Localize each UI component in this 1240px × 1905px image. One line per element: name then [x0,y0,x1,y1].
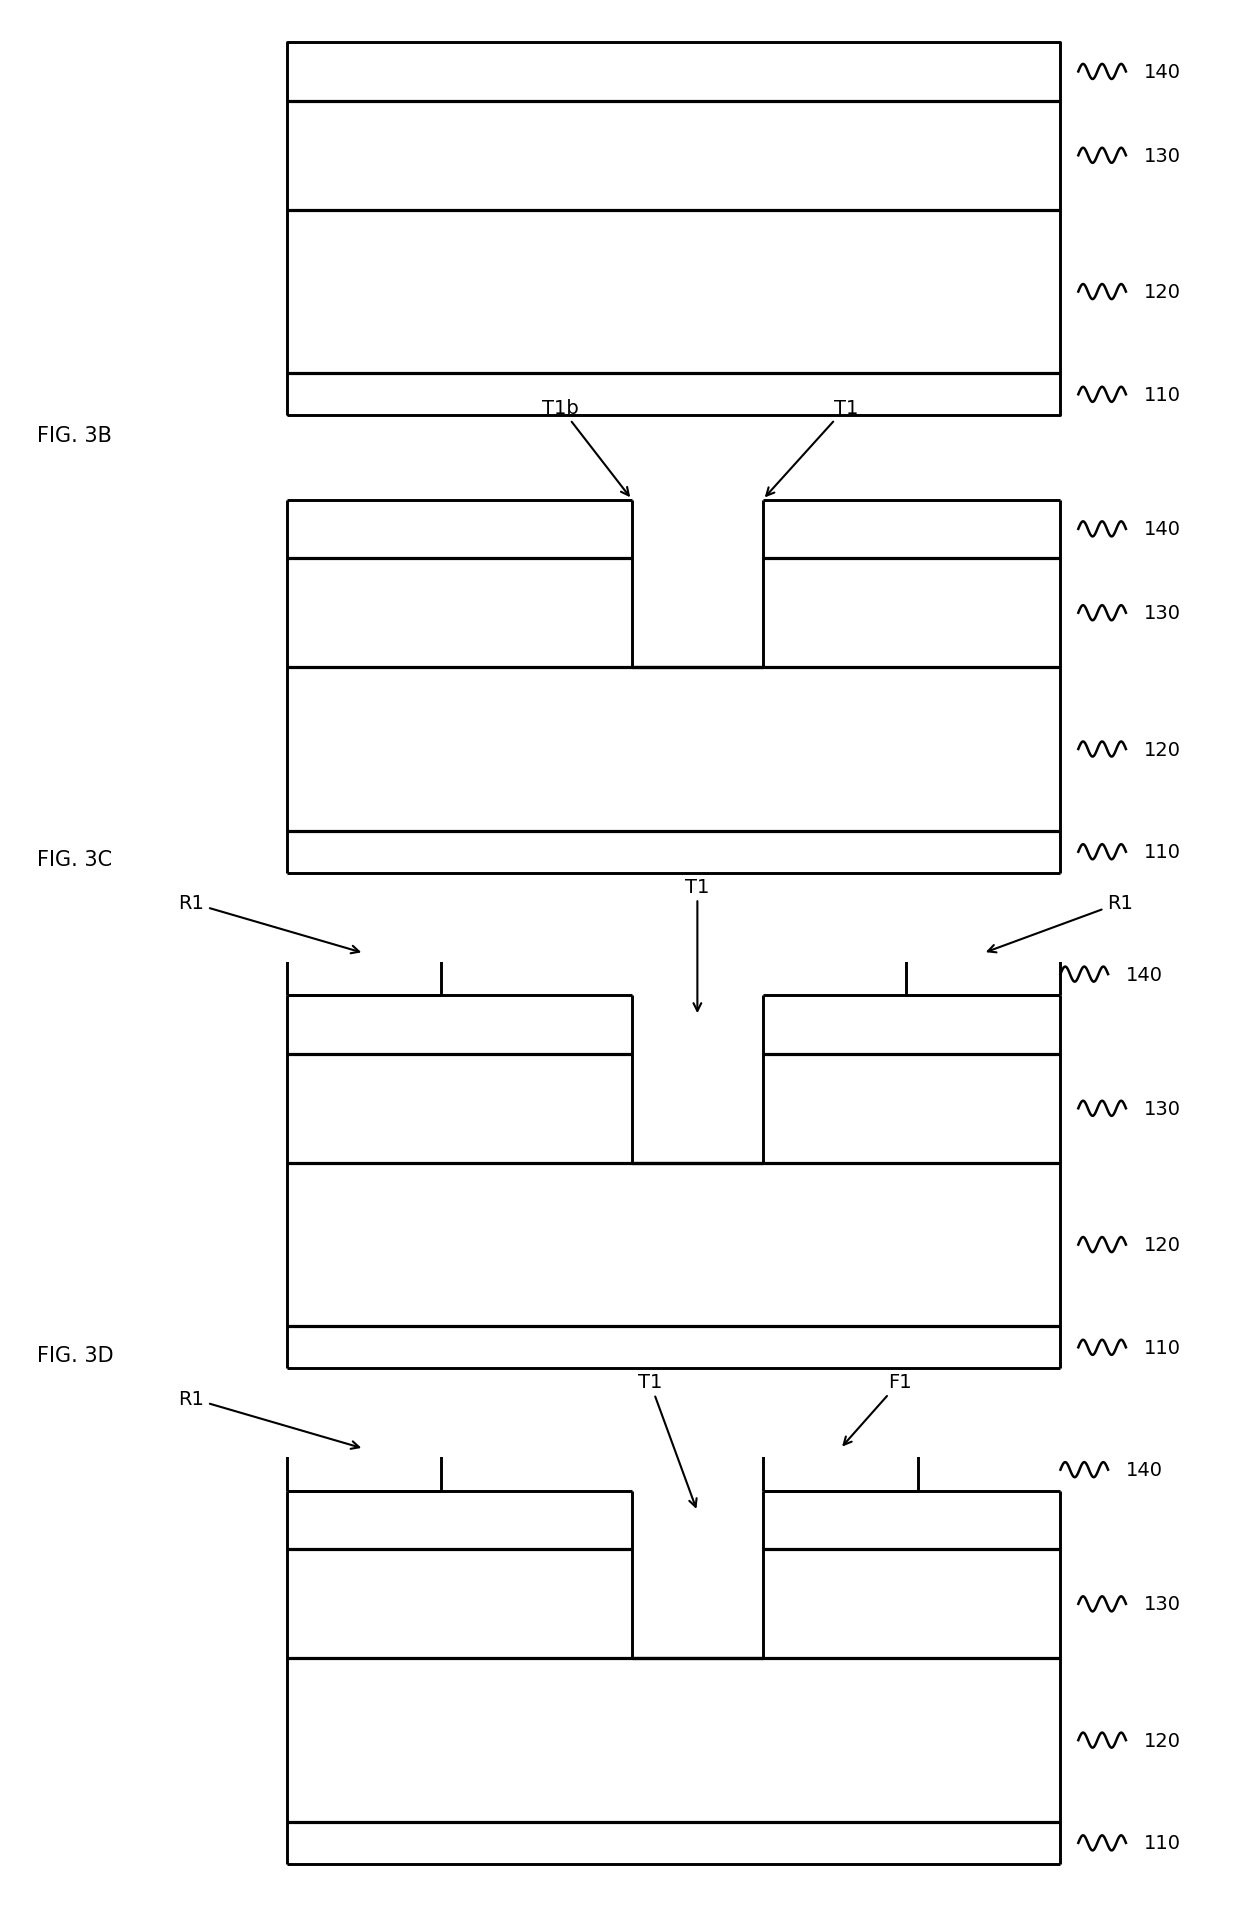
Text: 110: 110 [1143,385,1180,404]
Text: FIG. 3C: FIG. 3C [37,850,112,871]
Text: 130: 130 [1143,147,1180,166]
Text: F1: F1 [843,1372,911,1446]
Text: 130: 130 [1143,1594,1180,1614]
Text: 120: 120 [1143,741,1180,758]
Text: R1: R1 [988,893,1133,952]
Text: 120: 120 [1143,1732,1180,1749]
Text: 140: 140 [1143,63,1180,82]
Text: T1: T1 [686,876,709,1012]
Text: 140: 140 [1126,966,1163,985]
Text: T1b: T1b [542,398,629,495]
Text: 140: 140 [1143,520,1180,539]
Text: T1: T1 [637,1372,697,1507]
Text: 110: 110 [1143,1833,1180,1852]
Text: R1: R1 [179,1389,360,1450]
Text: FIG. 3B: FIG. 3B [37,427,112,446]
Text: T1: T1 [766,398,858,497]
Text: 110: 110 [1143,1337,1180,1356]
Text: 120: 120 [1143,1236,1180,1253]
Text: 130: 130 [1143,1099,1180,1118]
Text: FIG. 3D: FIG. 3D [37,1345,113,1366]
Text: 120: 120 [1143,284,1180,301]
Text: 110: 110 [1143,842,1180,861]
Text: 130: 130 [1143,604,1180,623]
Text: 140: 140 [1126,1461,1163,1480]
Text: R1: R1 [179,893,360,954]
